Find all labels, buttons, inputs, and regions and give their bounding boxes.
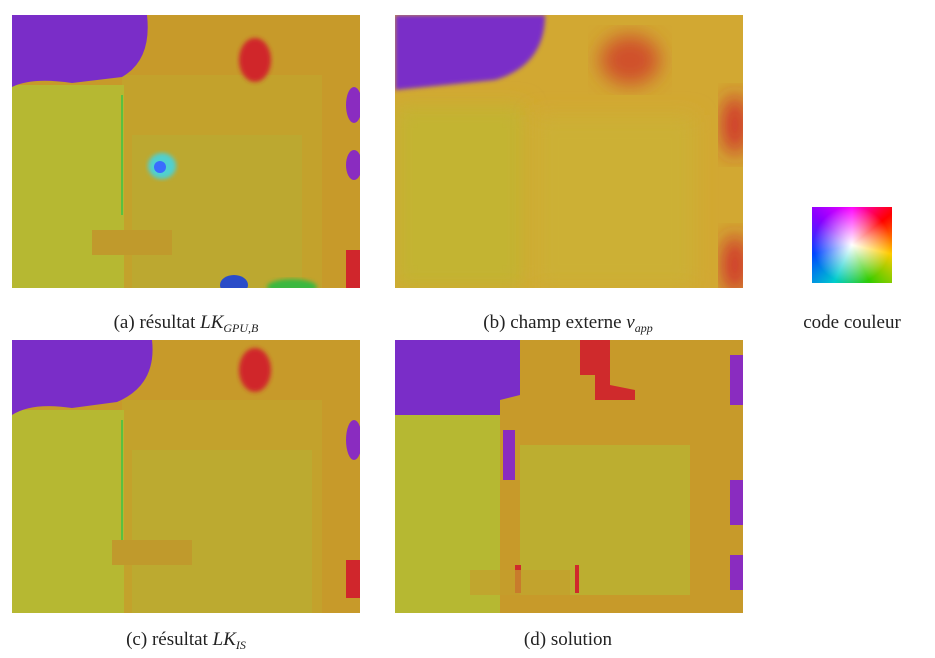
caption-part: LK — [199, 312, 225, 333]
caption-part: GPU,B — [223, 321, 259, 335]
flow-image-a — [12, 15, 362, 295]
flow-image-d — [395, 340, 743, 613]
caption-part: IS — [235, 638, 246, 652]
caption-d: (d) solution — [524, 629, 613, 650]
caption-part: (c) résultat — [126, 629, 208, 650]
legend-caption: code couleur — [803, 312, 901, 333]
flow-image-b — [395, 15, 747, 295]
caption-a: (a) résultat LKGPU,B — [114, 312, 259, 335]
flow-image-c — [12, 340, 362, 613]
caption-b: (b) champ externe vapp — [483, 312, 652, 335]
caption-part: (a) résultat — [114, 312, 196, 333]
figure: (a) résultat LKGPU,B (b) champ externe v… — [0, 0, 935, 658]
color-wheel — [812, 207, 892, 283]
caption-part: app — [635, 321, 653, 335]
figure-svg: (a) résultat LKGPU,B (b) champ externe v… — [0, 0, 935, 658]
caption-part: LK — [212, 629, 238, 650]
caption-part: (b) champ externe — [483, 312, 621, 333]
caption-c: (c) résultat LKIS — [126, 629, 246, 652]
